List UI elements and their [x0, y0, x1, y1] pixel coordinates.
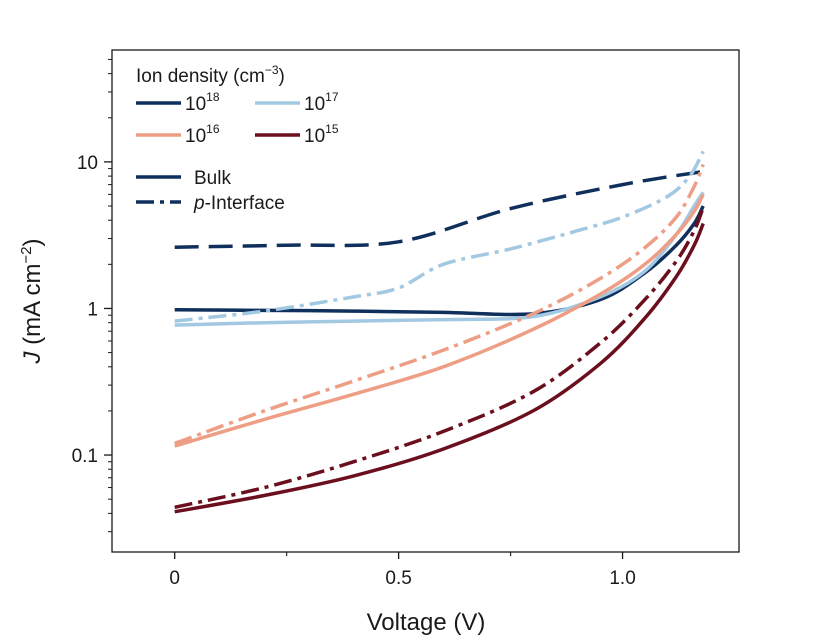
x-axis-label: Voltage (V) [367, 609, 486, 636]
legend-label-bulk: Bulk [194, 168, 231, 189]
legend-label-1e15: 1015 [304, 122, 339, 147]
axis-ticks: 0 0.5 1.0 0.1 1 10 [72, 58, 636, 589]
legend-label-1e16: 1016 [185, 122, 220, 147]
series-line-10-15-p-interface [174, 206, 705, 510]
plot-frame [111, 49, 740, 553]
legend-label-p-interface: p-Interface [193, 193, 285, 214]
series-line-10-18-bulk [174, 205, 705, 317]
legend: Ion density (cm−3) 1018 1017 1016 1015 B… [136, 63, 339, 214]
series-line-10-15-bulk [174, 222, 705, 514]
legend-label-1e17: 1017 [304, 90, 339, 115]
y-tick-label: 1 [87, 299, 98, 320]
series-lines [174, 150, 705, 514]
series-line-10-16-bulk [174, 193, 705, 448]
series-line-10-17-p-interface [174, 150, 705, 323]
legend-title: Ion density (cm−3) [136, 63, 285, 87]
y-tick-label: 10 [77, 153, 98, 174]
x-tick-label: 0 [169, 568, 180, 589]
y-axis-label: J (mA cm−2) [18, 238, 46, 364]
legend-label-1e18: 1018 [185, 90, 220, 115]
y-tick-label: 0.1 [72, 446, 98, 467]
series-line-10-18-p-interface [174, 169, 704, 249]
x-tick-label: 1.0 [609, 568, 635, 589]
x-tick-label: 0.5 [385, 568, 411, 589]
series-line-10-16-p-interface [174, 163, 705, 446]
